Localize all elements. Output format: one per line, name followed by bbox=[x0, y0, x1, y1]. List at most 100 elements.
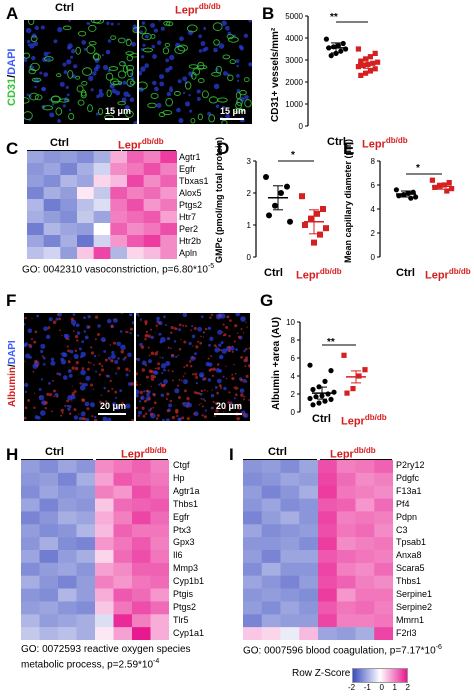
gene-label: Ptgs2 bbox=[179, 200, 203, 210]
vessel-mark bbox=[28, 92, 39, 101]
albumin-mark bbox=[44, 401, 48, 405]
nucleus-mark bbox=[67, 407, 71, 411]
albumin-mark bbox=[144, 334, 148, 338]
heatmap-cell bbox=[27, 175, 44, 188]
panel-E-significance: * bbox=[416, 163, 420, 174]
vessel-mark bbox=[158, 112, 166, 118]
nucleus-mark bbox=[29, 43, 35, 49]
vessel-mark bbox=[110, 35, 117, 40]
albumin-mark bbox=[24, 406, 28, 410]
heatmap-cell bbox=[299, 575, 319, 589]
nucleus-mark bbox=[129, 331, 132, 335]
albumin-mark bbox=[150, 377, 155, 381]
albumin-mark bbox=[203, 377, 207, 381]
nucleus-mark bbox=[79, 384, 86, 391]
panel-D-x-ctrl: Ctrl bbox=[264, 267, 283, 279]
albumin-mark bbox=[94, 315, 99, 319]
albumin-mark bbox=[31, 317, 33, 320]
nucleus-mark bbox=[106, 21, 110, 25]
heatmap-cell bbox=[355, 614, 375, 628]
heatmap-cell bbox=[336, 562, 356, 577]
heatmap-cell bbox=[39, 614, 59, 628]
nucleus-mark bbox=[68, 373, 73, 378]
albumin-mark bbox=[222, 323, 225, 326]
nucleus-mark bbox=[114, 360, 119, 365]
albumin-mark bbox=[200, 389, 204, 393]
albumin-mark bbox=[248, 347, 250, 350]
albumin-mark bbox=[140, 320, 142, 322]
heatmap-cell bbox=[299, 537, 319, 551]
heatmap-cell bbox=[127, 247, 144, 260]
scale-label: 20 μm bbox=[99, 401, 126, 411]
albumin-mark bbox=[192, 345, 194, 347]
nucleus-mark bbox=[218, 43, 225, 49]
albumin-mark bbox=[71, 385, 73, 387]
albumin-mark bbox=[50, 410, 53, 413]
heatmap-cell bbox=[150, 627, 170, 641]
vessel-mark bbox=[162, 47, 170, 55]
albumin-mark bbox=[195, 345, 199, 349]
heatmap-cell bbox=[132, 460, 151, 474]
heatmap-cell bbox=[243, 472, 263, 487]
heatmap-cell bbox=[93, 199, 111, 212]
albumin-mark bbox=[191, 373, 194, 376]
nucleus-mark bbox=[236, 64, 239, 68]
panel-G-chart: 10 8 6 4 2 0 bbox=[276, 314, 386, 420]
heatmap-cell bbox=[58, 472, 77, 487]
heatmap-cell bbox=[261, 460, 281, 474]
panel-B-letter: B bbox=[262, 4, 275, 23]
heatmap-cell bbox=[261, 562, 281, 577]
nucleus-mark bbox=[178, 328, 182, 332]
nucleus-mark bbox=[243, 33, 249, 38]
gene-label: Gpx3 bbox=[173, 537, 195, 548]
vessel-mark bbox=[191, 72, 197, 80]
heatmap-cell bbox=[76, 524, 96, 538]
heatmap-cell bbox=[95, 627, 114, 641]
heatmap-cell bbox=[243, 511, 263, 525]
albumin-mark bbox=[170, 347, 172, 350]
albumin-mark bbox=[140, 397, 143, 400]
albumin-mark bbox=[180, 338, 182, 341]
heatmap-cell bbox=[127, 199, 144, 212]
heatmap-cell bbox=[150, 524, 170, 538]
nucleus-mark bbox=[63, 97, 69, 103]
gene-label: Tbxas1 bbox=[179, 176, 209, 186]
vessel-mark bbox=[139, 25, 147, 35]
heatmap-cell bbox=[113, 537, 133, 551]
albumin-mark bbox=[117, 366, 121, 370]
heatmap-cell bbox=[39, 485, 59, 499]
heatmap-cell bbox=[160, 223, 178, 236]
heatmap-cell bbox=[113, 524, 133, 538]
heatmap-cell bbox=[336, 485, 356, 499]
nucleus-mark bbox=[26, 39, 31, 44]
heatmap-cell bbox=[95, 601, 114, 615]
gene-label: Thbs1 bbox=[173, 498, 199, 509]
heatmap-cell bbox=[76, 627, 96, 641]
albumin-mark bbox=[181, 402, 184, 405]
albumin-mark bbox=[188, 360, 192, 363]
albumin-mark bbox=[199, 341, 203, 345]
vessel-mark bbox=[201, 90, 209, 99]
albumin-mark bbox=[178, 378, 181, 381]
heatmap-cell bbox=[76, 550, 96, 564]
albumin-mark bbox=[125, 367, 129, 372]
data-point bbox=[444, 188, 450, 194]
panel-E-x-ctrl: Ctrl bbox=[396, 267, 415, 279]
albumin-mark bbox=[234, 372, 237, 375]
heatmap-cell bbox=[77, 235, 94, 248]
nucleus-mark bbox=[238, 44, 243, 49]
albumin-mark bbox=[41, 401, 43, 403]
heatmap-cell bbox=[132, 601, 151, 615]
gene-label: Htr2b bbox=[179, 236, 202, 246]
nucleus-mark bbox=[62, 104, 66, 108]
vessel-mark bbox=[129, 53, 137, 58]
gene-label: P2ry12 bbox=[396, 460, 425, 470]
nucleus-mark bbox=[40, 349, 44, 354]
heatmap-cell bbox=[21, 550, 40, 564]
legend-tick: -2 bbox=[348, 683, 356, 692]
gene-label: Thbs1 bbox=[396, 576, 422, 587]
vessel-mark bbox=[229, 59, 236, 65]
data-point bbox=[360, 62, 366, 69]
panel-D-x-lepr: Leprdb/db bbox=[296, 267, 342, 282]
legend-tick: 1 bbox=[392, 683, 397, 692]
